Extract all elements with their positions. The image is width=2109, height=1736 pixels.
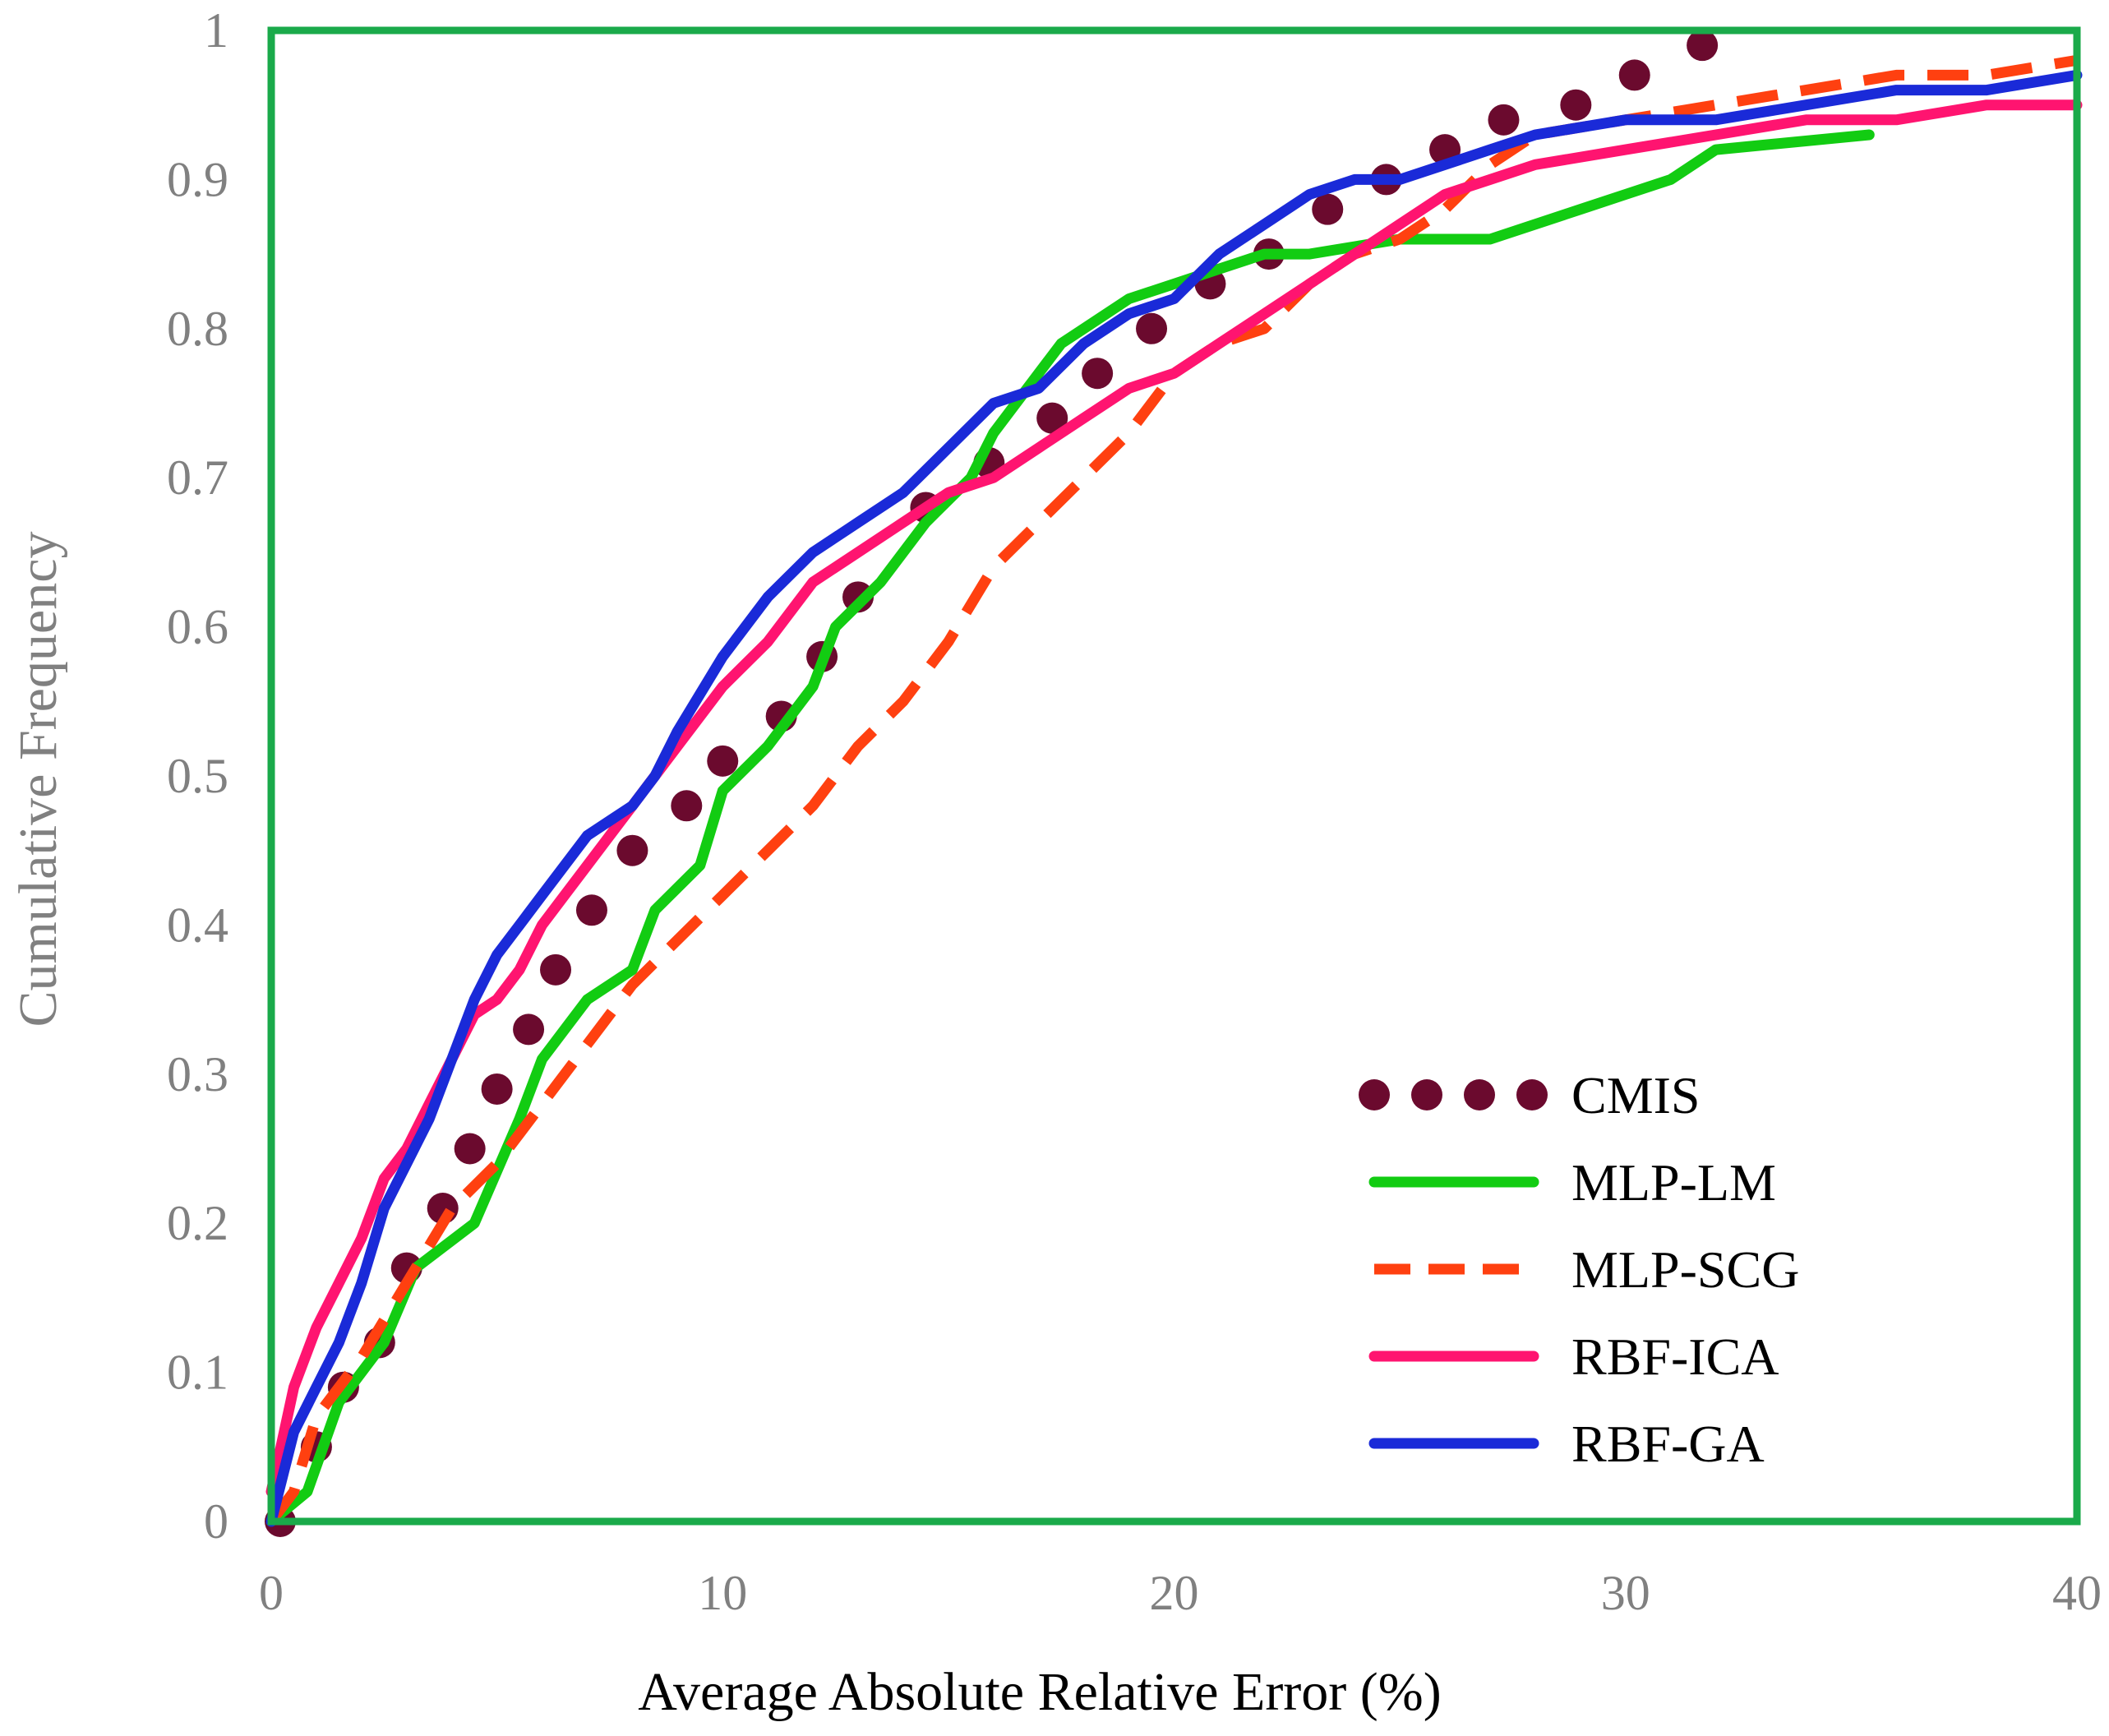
y-tick-label: 0.4 [167,898,228,952]
y-tick-label: 0.6 [167,600,228,654]
y-axis-title: Cumulative Frequency [8,531,68,1027]
data-point-cmis [575,894,607,926]
legend-item-mlp-scg: MLP-SCG [1374,1240,1799,1299]
legend-swatch-cmis [1359,1079,1390,1110]
y-tick-label: 0 [204,1494,228,1549]
data-point-cmis [1312,193,1344,225]
legend-label-mlp-scg: MLP-SCG [1571,1240,1799,1299]
data-point-cmis [513,1013,545,1046]
data-point-cmis [454,1133,486,1165]
data-point-cmis [616,834,648,866]
legend-item-rbf-ica: RBF-ICA [1368,1327,1779,1386]
data-point-cmis [540,953,572,986]
y-tick-label: 0.8 [167,302,228,356]
y-tick-label: 0.7 [167,450,228,505]
legend: CMIS MLP-LM MLP-SCG RBF-ICA RBF-GA [1359,1066,1799,1473]
legend-swatch-cmis [1411,1079,1442,1110]
legend-item-cmis: CMIS [1359,1066,1701,1124]
data-point-cmis [1136,312,1168,344]
data-point-cmis [1618,59,1650,91]
data-point-cmis [671,790,703,822]
data-point-cmis [707,745,739,777]
data-point-cmis [1488,104,1520,136]
x-axis-ticks: 0 10 20 30 40 [259,1566,2102,1620]
x-tick-label: 30 [1601,1566,1650,1620]
legend-label-cmis: CMIS [1571,1066,1701,1124]
legend-item-rbf-ga: RBF-GA [1368,1415,1765,1473]
legend-label-rbf-ga: RBF-GA [1571,1415,1765,1473]
x-tick-label: 10 [698,1566,747,1620]
plot-area-frame [267,26,2081,1526]
series-line-mlp-lm [265,129,1875,1527]
data-point-cmis [1082,358,1114,390]
y-tick-label: 0.5 [167,749,228,803]
data-point-cmis [481,1073,513,1105]
legend-label-mlp-lm: MLP-LM [1571,1153,1776,1212]
y-tick-label: 0.1 [167,1346,228,1400]
x-tick-label: 40 [2052,1566,2102,1620]
x-tick-label: 20 [1150,1566,1199,1620]
legend-swatch-cmis [1516,1079,1548,1110]
legend-swatch-cmis [1464,1079,1495,1110]
data-point-cmis [1036,402,1068,434]
y-tick-label: 1 [204,3,228,58]
y-tick-label: 0.9 [167,152,228,206]
data-point-cmis [1687,30,1719,62]
y-tick-label: 0.2 [167,1196,228,1250]
x-axis-title: Average Absolute Relative Error (%) [638,1662,1441,1722]
data-point-cmis [1560,89,1592,121]
y-tick-label: 0.3 [167,1047,228,1101]
series-line-rbf-ga [265,69,2083,1527]
series-layer [264,30,2083,1537]
legend-item-mlp-lm: MLP-LM [1368,1153,1776,1212]
legend-label-rbf-ica: RBF-ICA [1571,1327,1779,1386]
x-tick-label: 0 [259,1566,284,1620]
y-axis-ticks: 0 0.1 0.2 0.3 0.4 0.5 0.6 0.7 0.8 0.9 1 [167,3,228,1549]
